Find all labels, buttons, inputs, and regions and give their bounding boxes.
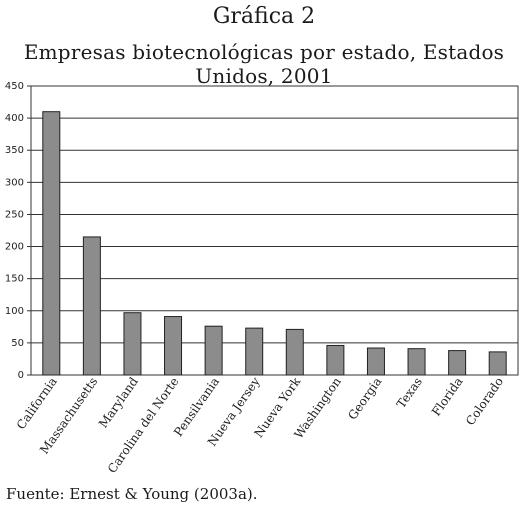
y-tick-label: 100 <box>5 306 24 317</box>
x-tick-label: Carolina del Norte <box>105 375 182 476</box>
bar <box>407 348 426 376</box>
bar <box>448 350 467 376</box>
y-tick-label: 300 <box>5 177 24 188</box>
x-tick-label: California <box>14 375 60 432</box>
x-tick-label: Texas <box>394 375 425 411</box>
bar-chart: 050100150200250300350400450CaliforniaMas… <box>5 81 519 476</box>
plot-frame <box>30 85 519 376</box>
y-tick-label: 50 <box>11 338 24 349</box>
y-tick-label: 350 <box>5 145 24 156</box>
chart-title: Empresas biotecnológicas por estado, Est… <box>23 40 505 88</box>
bar <box>326 344 345 376</box>
bar <box>488 351 507 376</box>
bar <box>285 328 304 376</box>
y-tick-label: 0 <box>18 370 24 381</box>
x-tick-label: Maryland <box>96 374 141 430</box>
bar <box>82 236 101 376</box>
bar <box>123 312 142 376</box>
bar <box>42 111 61 376</box>
y-tick-label: 200 <box>5 242 24 253</box>
x-tick-label: Georgia <box>345 375 384 423</box>
bar <box>204 325 223 376</box>
bar <box>245 327 264 376</box>
y-tick-label: 150 <box>5 274 24 285</box>
bar <box>164 316 183 376</box>
source-note: Fuente: Ernest & Young (2003a). <box>6 485 258 503</box>
x-tick-label: Florida <box>429 375 466 419</box>
figure-label: Gráfica 2 <box>212 4 316 29</box>
y-tick-label: 450 <box>5 81 24 92</box>
y-tick-label: 250 <box>5 209 24 220</box>
y-tick-label: 400 <box>5 113 24 124</box>
x-tick-label: Colorado <box>463 375 506 428</box>
bar <box>366 347 385 376</box>
